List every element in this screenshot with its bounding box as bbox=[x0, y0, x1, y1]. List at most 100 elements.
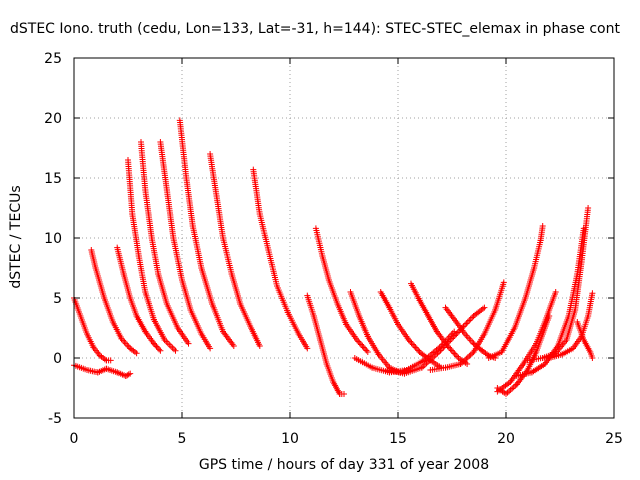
data-series-22 bbox=[513, 225, 587, 379]
y-tick-label: 10 bbox=[44, 231, 62, 247]
data-point-markers bbox=[395, 321, 412, 343]
x-tick-label: 0 bbox=[70, 431, 79, 447]
data-point-markers bbox=[470, 331, 488, 355]
data-series-21 bbox=[494, 289, 559, 395]
data-point-markers bbox=[150, 316, 168, 343]
y-tick-label: 0 bbox=[53, 351, 62, 367]
data-point-markers bbox=[587, 349, 596, 361]
data-point-markers bbox=[284, 309, 302, 337]
data-point-markers bbox=[511, 295, 529, 331]
data-point-markers bbox=[323, 361, 337, 385]
data-point-markers bbox=[304, 292, 317, 319]
data-point-markers bbox=[88, 247, 99, 271]
data-point-markers bbox=[554, 313, 572, 349]
data-point-markers bbox=[163, 187, 177, 241]
data-series-6 bbox=[157, 139, 214, 352]
data-point-markers bbox=[356, 313, 371, 340]
data-point-markers bbox=[256, 211, 272, 253]
data-point-markers bbox=[416, 297, 432, 319]
data-point-markers bbox=[125, 157, 136, 217]
data-point-markers bbox=[354, 337, 371, 355]
data-point-markers bbox=[325, 277, 341, 307]
y-tick-label: 15 bbox=[44, 171, 62, 187]
data-point-markers bbox=[209, 301, 226, 335]
data-point-markers bbox=[386, 304, 401, 328]
data-point-markers bbox=[157, 139, 170, 193]
data-series-5 bbox=[138, 139, 192, 347]
data-point-markers bbox=[531, 237, 544, 271]
data-point-markers bbox=[103, 357, 114, 364]
data-point-markers bbox=[228, 271, 244, 307]
data-point-markers bbox=[176, 117, 190, 181]
data-point-markers bbox=[133, 313, 149, 335]
data-point-markers bbox=[408, 280, 423, 304]
data-series-10 bbox=[312, 225, 371, 355]
data-point-markers bbox=[498, 325, 518, 355]
data-series-25 bbox=[574, 319, 596, 361]
x-tick-label: 20 bbox=[497, 431, 515, 447]
y-tick-label: 25 bbox=[44, 51, 62, 67]
data-point-markers bbox=[343, 321, 360, 343]
data-series-0 bbox=[71, 295, 114, 364]
data-point-markers bbox=[174, 325, 192, 347]
data-point-markers bbox=[533, 319, 548, 347]
data-point-markers bbox=[420, 343, 445, 364]
data-point-markers bbox=[438, 328, 458, 349]
data-point-markers bbox=[248, 325, 263, 349]
data-point-markers bbox=[77, 313, 90, 337]
data-point-markers bbox=[183, 175, 196, 229]
y-tick-label: -5 bbox=[48, 411, 62, 427]
data-series-7 bbox=[176, 117, 237, 349]
data-point-markers bbox=[548, 289, 559, 307]
data-point-markers bbox=[170, 235, 185, 283]
data-point-markers bbox=[265, 247, 280, 289]
data-point-markers bbox=[436, 331, 460, 355]
data-series-23 bbox=[524, 205, 592, 364]
data-point-markers bbox=[418, 349, 442, 371]
data-series-8 bbox=[207, 151, 263, 349]
data-point-markers bbox=[127, 295, 140, 319]
data-series-11 bbox=[304, 292, 347, 397]
data-point-markers bbox=[148, 235, 162, 277]
data-point-markers bbox=[179, 277, 194, 313]
data-point-markers bbox=[135, 253, 149, 295]
x-tick-label: 25 bbox=[605, 431, 623, 447]
data-point-markers bbox=[161, 337, 179, 354]
data-point-markers bbox=[198, 265, 216, 307]
data-point-markers bbox=[401, 364, 425, 377]
grid-lines bbox=[74, 58, 614, 418]
data-point-markers bbox=[198, 331, 214, 352]
data-point-markers bbox=[310, 313, 324, 343]
data-series-12 bbox=[347, 289, 412, 376]
data-point-markers bbox=[150, 340, 164, 354]
data-point-markers bbox=[585, 290, 596, 319]
x-tick-label: 5 bbox=[178, 431, 187, 447]
y-tick-label: 20 bbox=[44, 111, 62, 127]
axis-ticks: 0 5 10 15 20 25 -5 0 5 10 15 20 25 bbox=[44, 51, 623, 447]
data-point-markers bbox=[94, 365, 110, 376]
data-point-markers bbox=[101, 295, 116, 325]
data-point-markers bbox=[578, 205, 592, 265]
data-point-markers bbox=[442, 304, 460, 325]
data-point-markers bbox=[138, 139, 149, 193]
data-point-markers bbox=[351, 355, 376, 371]
data-point-markers bbox=[347, 289, 363, 319]
data-series-1 bbox=[71, 362, 134, 379]
data-point-markers bbox=[155, 271, 170, 307]
data-point-markers bbox=[295, 331, 311, 352]
data-point-markers bbox=[377, 289, 393, 311]
data-point-markers bbox=[317, 337, 330, 367]
data-series-20 bbox=[485, 223, 546, 361]
data-point-markers bbox=[189, 223, 205, 271]
x-axis-label: GPS time / hours of day 331 of year 2008 bbox=[198, 457, 490, 473]
y-axis-label: dSTEC / TECUs bbox=[8, 185, 24, 289]
data-series-4 bbox=[125, 157, 179, 354]
data-point-markers bbox=[319, 253, 332, 283]
data-point-markers bbox=[481, 307, 499, 337]
data-point-markers bbox=[207, 151, 220, 199]
data-point-markers bbox=[237, 301, 255, 331]
data-point-markers bbox=[220, 328, 237, 349]
data-point-markers bbox=[129, 211, 142, 259]
data-point-markers bbox=[250, 166, 263, 217]
